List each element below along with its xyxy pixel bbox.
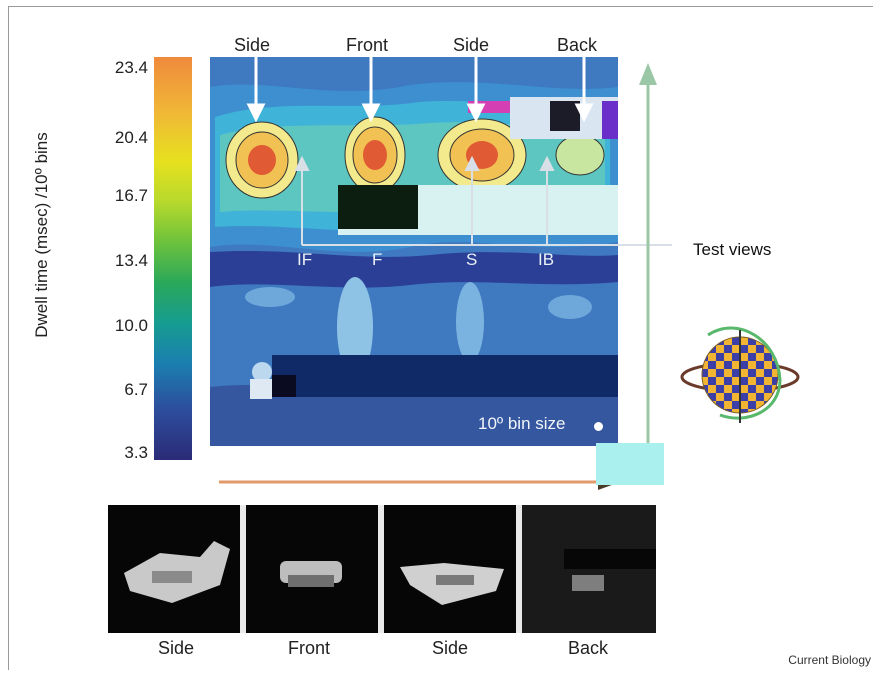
thumbnail-side-2 [384,505,516,633]
test-view-label-ib: IB [538,250,555,269]
vertical-axis-arrow [639,63,657,475]
top-label-side: Side [234,35,271,55]
thumbnail-front [246,505,378,633]
test-view-label-f: F [372,250,383,269]
top-label-side: Side [453,35,490,55]
figure-frame [8,6,873,670]
thumbnail-back [522,505,676,633]
bottom-label-side: Side [158,638,195,658]
bottom-label-front: Front [288,638,331,658]
top-label-back: Back [557,35,598,55]
thumbnail-side [108,505,240,633]
training-view-arrows [246,57,594,123]
bin-size-label: 10º bin size [478,414,566,433]
colorbar-tick: 23.4 [114,58,148,77]
peak-front [344,116,406,194]
test-views-caption: Test views [693,240,772,259]
bottom-label-back: Back [568,638,609,658]
test-view-label-if: IF [297,250,313,269]
colorbar [154,57,192,460]
colorbar-tick: 16.7 [114,186,148,205]
view-thumbnails [108,505,676,633]
colorbar-tick: 13.4 [114,251,148,270]
colorbar-axis-label: Dwell time (msec) /10º bins [32,132,51,338]
colorbar-tick: 10.0 [114,316,148,335]
dwell-time-heatmap [210,57,618,446]
colorbar-tick: 3.3 [124,443,148,462]
rotation-sphere-icon [680,326,800,423]
credit-label: Current Biology [788,653,871,667]
colorbar-tick: 6.7 [124,380,148,399]
colorbar-tick: 20.4 [114,128,148,147]
test-view-markers [294,155,672,246]
glitch-block [596,443,664,485]
peak-side-1 [225,121,299,199]
bin-size-dot [594,422,603,431]
top-label-front: Front [346,35,389,55]
test-view-label-s: S [466,250,478,269]
horizontal-axis-arrow [219,474,620,490]
bottom-label-side: Side [432,638,469,658]
